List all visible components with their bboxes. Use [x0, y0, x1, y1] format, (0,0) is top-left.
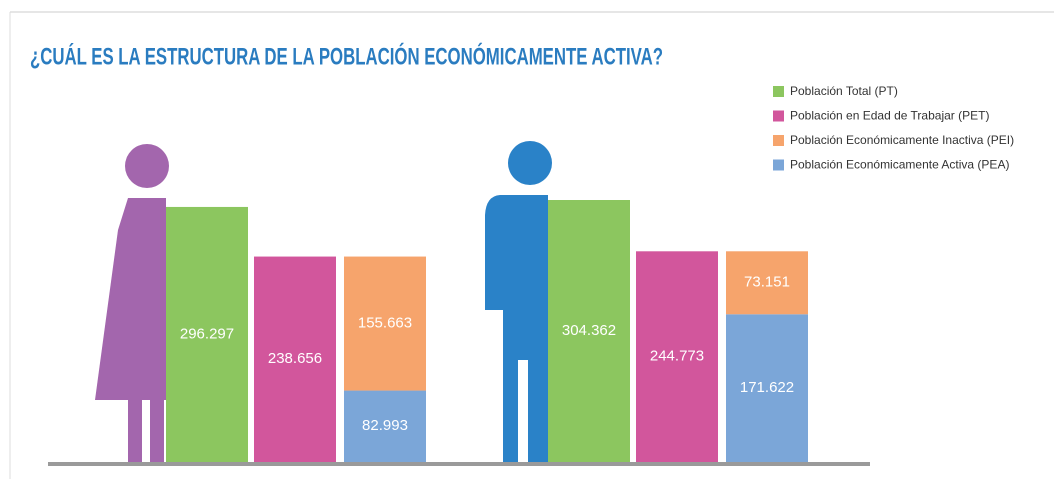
- value-label: 304.362: [562, 322, 616, 339]
- bar: [548, 200, 630, 462]
- value-label: 155.663: [358, 315, 412, 332]
- legend-label: Población Total (PT): [790, 84, 898, 98]
- legend-swatch: [773, 86, 784, 97]
- chart-title: ¿CUÁL ES LA ESTRUCTURA DE LA POBLACIÓN E…: [30, 42, 663, 70]
- value-label: 73.151: [744, 274, 790, 291]
- legend-label: Población en Edad de Trabajar (PET): [790, 109, 989, 123]
- man-figure: [485, 141, 552, 463]
- value-label: 238.656: [268, 350, 322, 367]
- bar: [344, 390, 426, 462]
- bar: [254, 256, 336, 462]
- legend-swatch: [773, 159, 784, 171]
- bar: [726, 251, 808, 315]
- value-label: 82.993: [362, 417, 408, 434]
- bar: [726, 314, 808, 462]
- value-label: 244.773: [650, 348, 704, 365]
- woman-figure: [95, 144, 169, 463]
- bar: [636, 251, 718, 462]
- value-label: 296.297: [180, 325, 234, 342]
- legend-label: Población Económicamente Activa (PEA): [790, 158, 1009, 172]
- legend-swatch: [773, 135, 784, 146]
- bar: [344, 256, 426, 391]
- bar: [166, 206, 248, 462]
- legend-swatch: [773, 110, 784, 122]
- legend-label: Población Económicamente Inactiva (PEI): [790, 133, 1014, 147]
- value-label: 171.622: [740, 379, 794, 396]
